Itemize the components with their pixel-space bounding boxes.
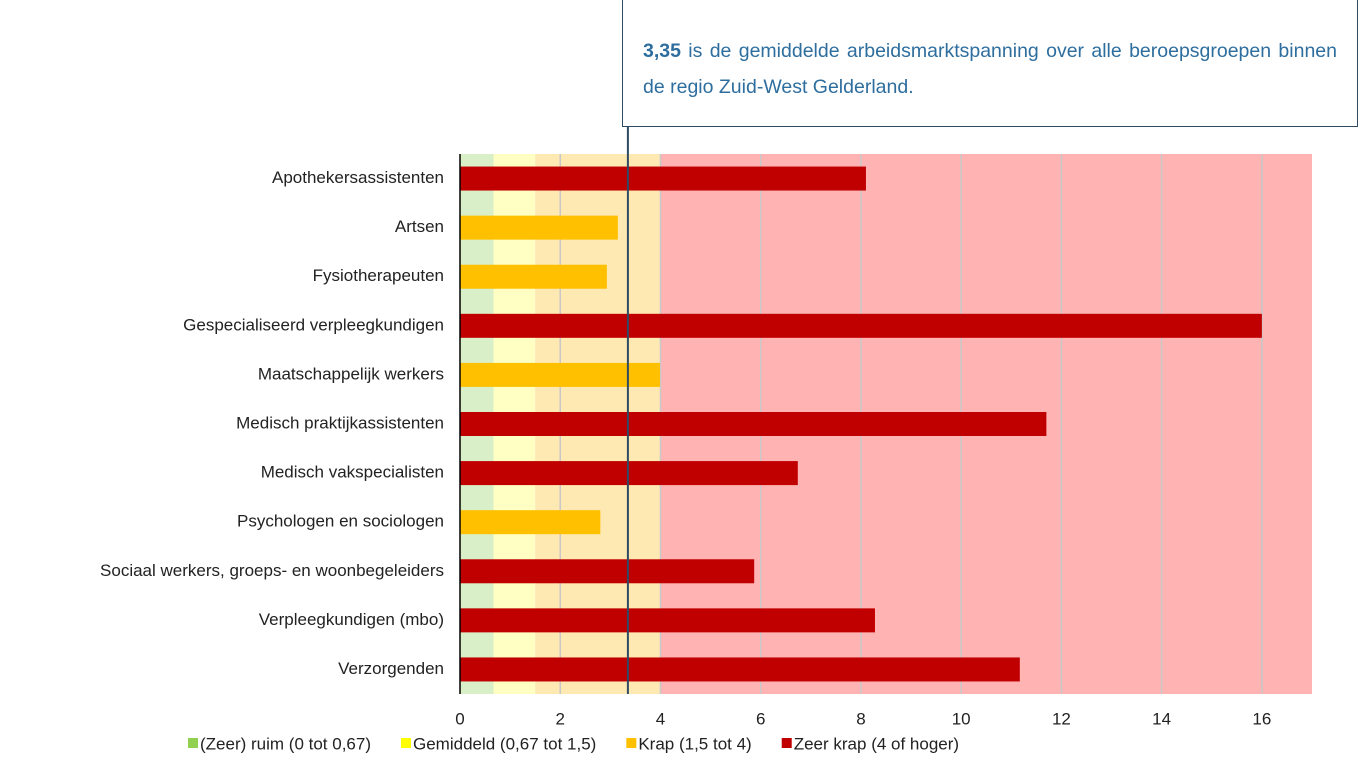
bar	[460, 461, 798, 486]
bar	[460, 608, 875, 633]
annotation-value: 3,35	[643, 40, 681, 62]
legend-label: Zeer krap (4 of hoger)	[794, 734, 959, 753]
annotation-text: is de gemiddelde arbeidsmarktspanning ov…	[643, 40, 1337, 98]
y-tick-label: Sociaal werkers, groeps- en woonbegeleid…	[100, 561, 444, 580]
bar	[460, 412, 1047, 436]
bar	[460, 264, 607, 289]
y-tick-label: Medisch praktijkassistenten	[236, 413, 444, 432]
y-tick-label: Fysiotherapeuten	[313, 266, 444, 285]
bar	[460, 657, 1020, 682]
bar	[460, 215, 618, 240]
x-tick-label: 6	[756, 709, 765, 728]
x-tick-label: 12	[1052, 709, 1071, 728]
bar	[460, 166, 866, 191]
y-tick-label: Artsen	[395, 217, 444, 236]
legend-swatch	[781, 738, 792, 748]
annotation-box: 3,35 is de gemiddelde arbeidsmarktspanni…	[622, 0, 1358, 127]
legend-label: Krap (1,5 tot 4)	[638, 734, 751, 753]
x-tick-label: 2	[556, 709, 565, 728]
bar	[460, 313, 1262, 338]
legend-swatch	[626, 738, 637, 748]
legend-label: (Zeer) ruim (0 tot 0,67)	[200, 734, 371, 753]
x-tick-label: 16	[1252, 709, 1271, 728]
legend-swatch	[188, 738, 198, 748]
bar	[460, 559, 755, 584]
bar	[460, 362, 660, 387]
x-tick-label: 8	[856, 709, 865, 728]
y-tick-label: Apothekersassistenten	[272, 168, 444, 187]
x-tick-label: 4	[656, 709, 665, 728]
y-tick-label: Maatschappelijk werkers	[258, 364, 444, 383]
x-tick-label: 14	[1152, 709, 1171, 728]
bar	[460, 510, 601, 535]
legend-swatch	[401, 738, 411, 748]
x-tick-label: 10	[952, 709, 971, 728]
y-tick-label: Verzorgenden	[338, 659, 444, 678]
y-tick-label: Medisch vakspecialisten	[261, 463, 444, 482]
y-tick-label: Gespecialiseerd verpleegkundigen	[183, 315, 444, 334]
y-tick-label: Psychologen en sociologen	[237, 512, 444, 531]
legend-label: Gemiddeld (0,67 tot 1,5)	[413, 734, 596, 753]
x-tick-label: 0	[455, 709, 464, 728]
y-tick-label: Verpleegkundigen (mbo)	[259, 610, 444, 629]
